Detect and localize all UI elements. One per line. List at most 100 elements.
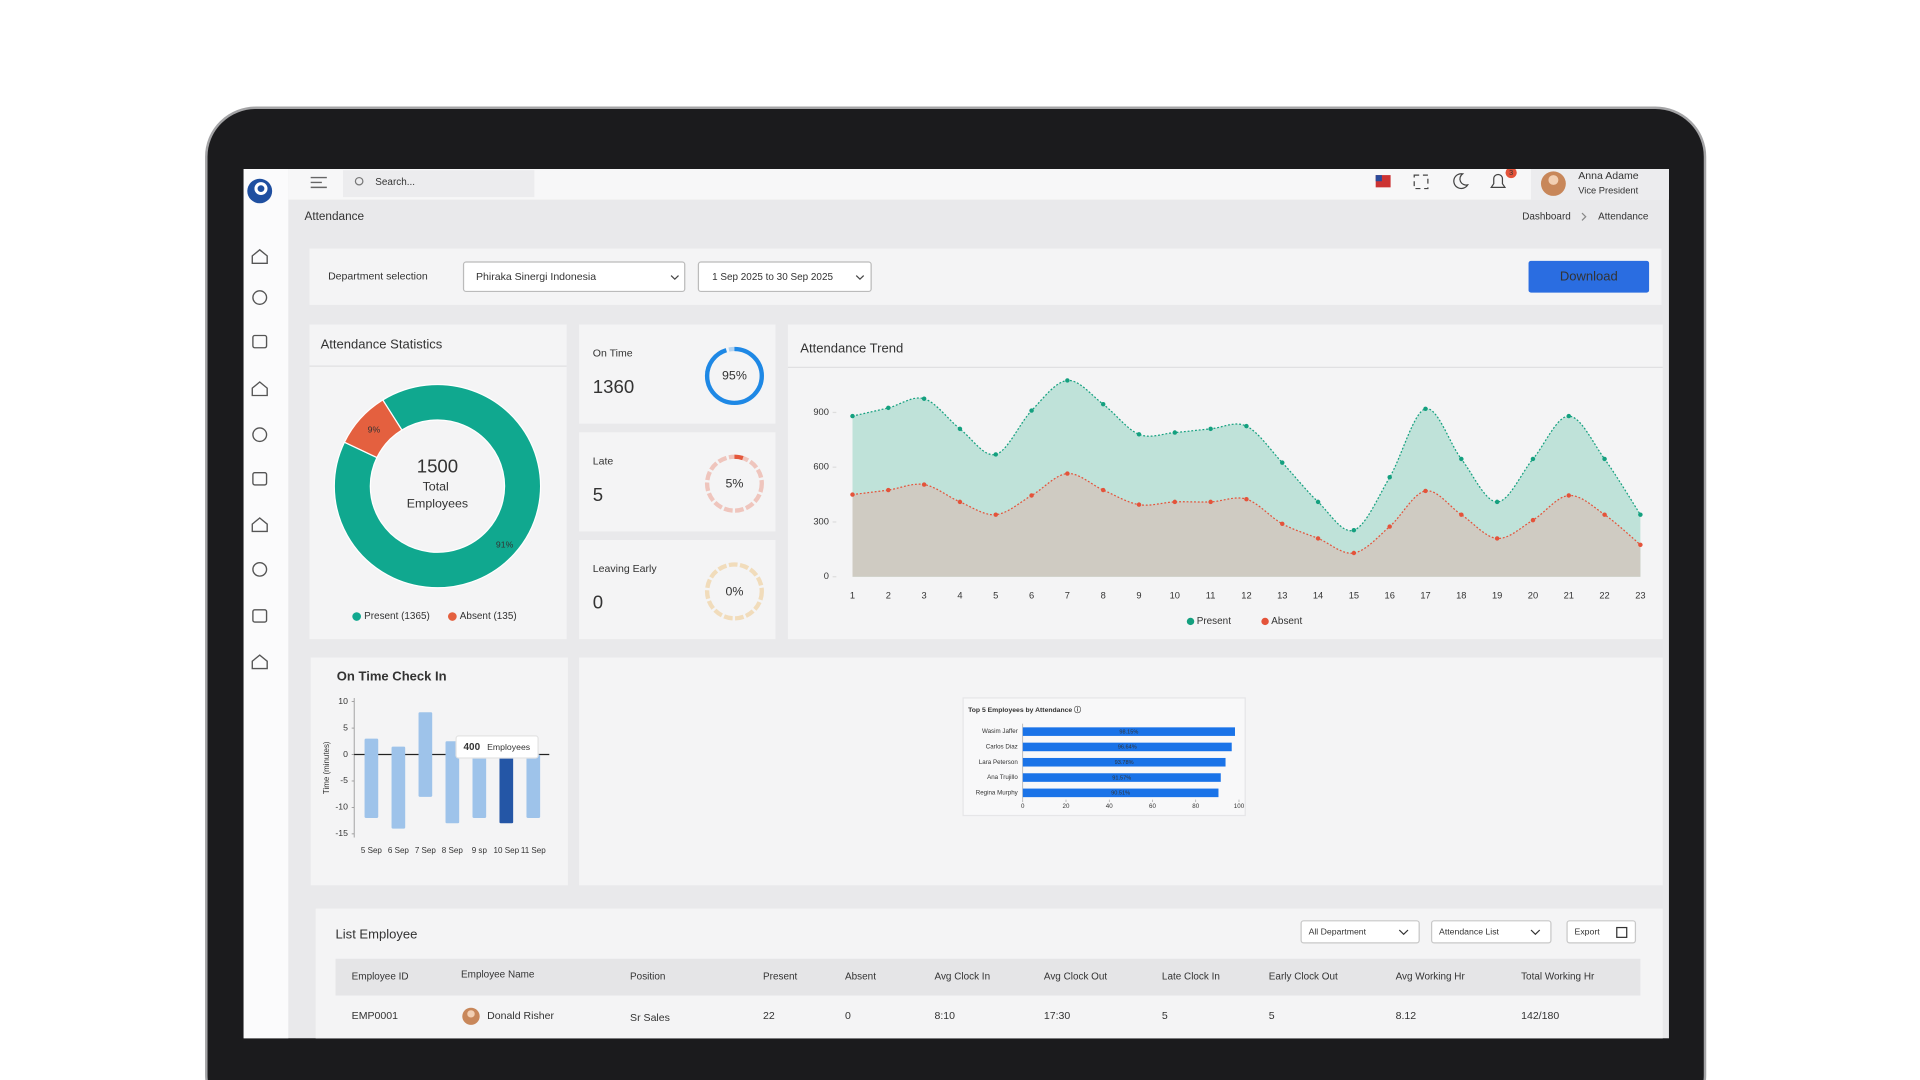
table-cell: 142/180 (1521, 1011, 1559, 1022)
search-icon (354, 176, 364, 186)
x-tick-label: 1 (850, 591, 855, 601)
data-point (850, 492, 855, 497)
data-point (1280, 460, 1285, 465)
x-tick-label: 2 (886, 591, 891, 601)
x-tick-label: 9 (1136, 591, 1141, 601)
legend-dot (1186, 617, 1195, 626)
download-label: Download (1560, 269, 1618, 284)
date-range-select[interactable] (697, 261, 872, 293)
x-tick-label: 8 Sep (442, 846, 464, 855)
fullscreen-icon[interactable] (1413, 174, 1429, 190)
sidebar-icon[interactable] (252, 290, 268, 305)
user-avatar-face (1548, 175, 1559, 185)
logo-mark (254, 182, 268, 195)
x-tick-label: 0 (1021, 803, 1025, 810)
x-tick-label: 6 Sep (388, 846, 410, 855)
kpi-label: Late (593, 456, 614, 467)
y-tick-label: 10 (338, 696, 348, 706)
x-tick-label: 16 (1385, 591, 1395, 601)
x-tick-label: 17 (1420, 591, 1430, 601)
table-title: List Employee (336, 926, 418, 941)
x-tick-label: 8 (1101, 591, 1106, 601)
value-label: 96.64% (1118, 745, 1137, 751)
user-role: Vice President (1578, 185, 1638, 195)
x-tick-label: 10 Sep (494, 846, 520, 855)
y-tick-label: 5 (343, 722, 348, 732)
chevron (670, 275, 679, 281)
sidebar-icon[interactable] (252, 561, 268, 577)
x-tick-label: 11 (1206, 591, 1216, 601)
donut-center-label: Total Employees (407, 480, 468, 511)
value-label: 93.78% (1115, 760, 1134, 766)
sidebar-icon[interactable] (251, 381, 268, 397)
download-button[interactable] (1528, 260, 1650, 293)
bar (499, 754, 514, 824)
user-name: Anna Adame (1578, 171, 1639, 182)
department-label: Department selection (328, 272, 428, 283)
sidebar-icon[interactable] (252, 427, 268, 443)
table-filter[interactable] (1300, 920, 1420, 944)
gauge-track (704, 562, 764, 621)
chevron (855, 275, 865, 281)
theme-icon[interactable] (1453, 173, 1469, 189)
data-point (1638, 542, 1643, 547)
chart-title: Top 5 Employees by Attendance ⓘ (968, 705, 1081, 714)
legend-label: Present (1365) (364, 611, 430, 622)
kpi-count: 1360 (593, 376, 634, 397)
table-cell: 22 (763, 1011, 775, 1022)
check-in-card (310, 657, 568, 886)
data-point (993, 452, 998, 457)
value-label: 90.51% (1111, 791, 1130, 797)
sidebar-icon[interactable] (251, 654, 268, 670)
bar (1022, 773, 1221, 782)
data-point (1100, 487, 1106, 493)
chart-title: Attendance Statistics (321, 337, 443, 352)
notification-icon[interactable] (1490, 173, 1507, 188)
data-point (1244, 496, 1249, 502)
value-label: 98.15% (1119, 729, 1138, 735)
table-cell: 17:30 (1044, 1011, 1071, 1022)
data-point (850, 413, 855, 419)
data-point (1387, 524, 1392, 529)
table-cell: 0 (845, 1011, 851, 1022)
y-tick-label: Ana Trujillo (987, 774, 1018, 781)
kpi-label: On Time (593, 349, 633, 360)
x-tick-label: 80 (1192, 803, 1199, 810)
sidebar-icon[interactable] (252, 334, 268, 349)
table-filter[interactable] (1430, 920, 1552, 944)
x-tick-label: 7 (1065, 591, 1070, 601)
x-tick-label: 19 (1492, 591, 1502, 601)
data-point (1351, 550, 1357, 556)
x-tick-label: 40 (1106, 803, 1113, 810)
x-tick-label: 22 (1599, 591, 1609, 601)
sidebar-icon[interactable] (252, 471, 268, 486)
breadcrumb-separator (1581, 212, 1587, 221)
column-header: Absent (845, 972, 876, 983)
data-point (1172, 499, 1178, 505)
column-header: Avg Clock In (935, 972, 991, 983)
table-cell: EMP0001 (352, 1011, 398, 1022)
department-select[interactable] (462, 261, 686, 293)
legend-dot (1261, 617, 1269, 626)
sidebar-icon[interactable] (251, 248, 268, 264)
x-tick-label: 21 (1564, 591, 1574, 601)
x-tick-label: 20 (1528, 591, 1538, 601)
breadcrumb-link[interactable]: Dashboard (1522, 211, 1571, 222)
search-box[interactable] (342, 170, 535, 198)
y-tick-label: -10 (335, 802, 348, 812)
table-cell: 5 (1269, 1011, 1275, 1022)
table-filter-label: Export (1575, 927, 1601, 937)
menu-button[interactable] (310, 176, 327, 189)
date-range-value: 1 Sep 2025 to 30 Sep 2025 (712, 272, 833, 283)
sidebar-icon[interactable] (251, 517, 268, 533)
sidebar-icon[interactable] (252, 609, 268, 623)
kpi-count: 5 (593, 484, 603, 505)
data-point (1459, 512, 1464, 517)
legend-label: Present (1197, 616, 1231, 627)
breadcrumb-current: Attendance (1598, 211, 1649, 222)
data-point (1530, 456, 1536, 462)
y-tick-label: 900 (813, 407, 829, 417)
column-header: Employee ID (352, 972, 409, 983)
x-tick-label: 6 (1029, 591, 1034, 601)
column-header: Employee Name (461, 969, 535, 980)
